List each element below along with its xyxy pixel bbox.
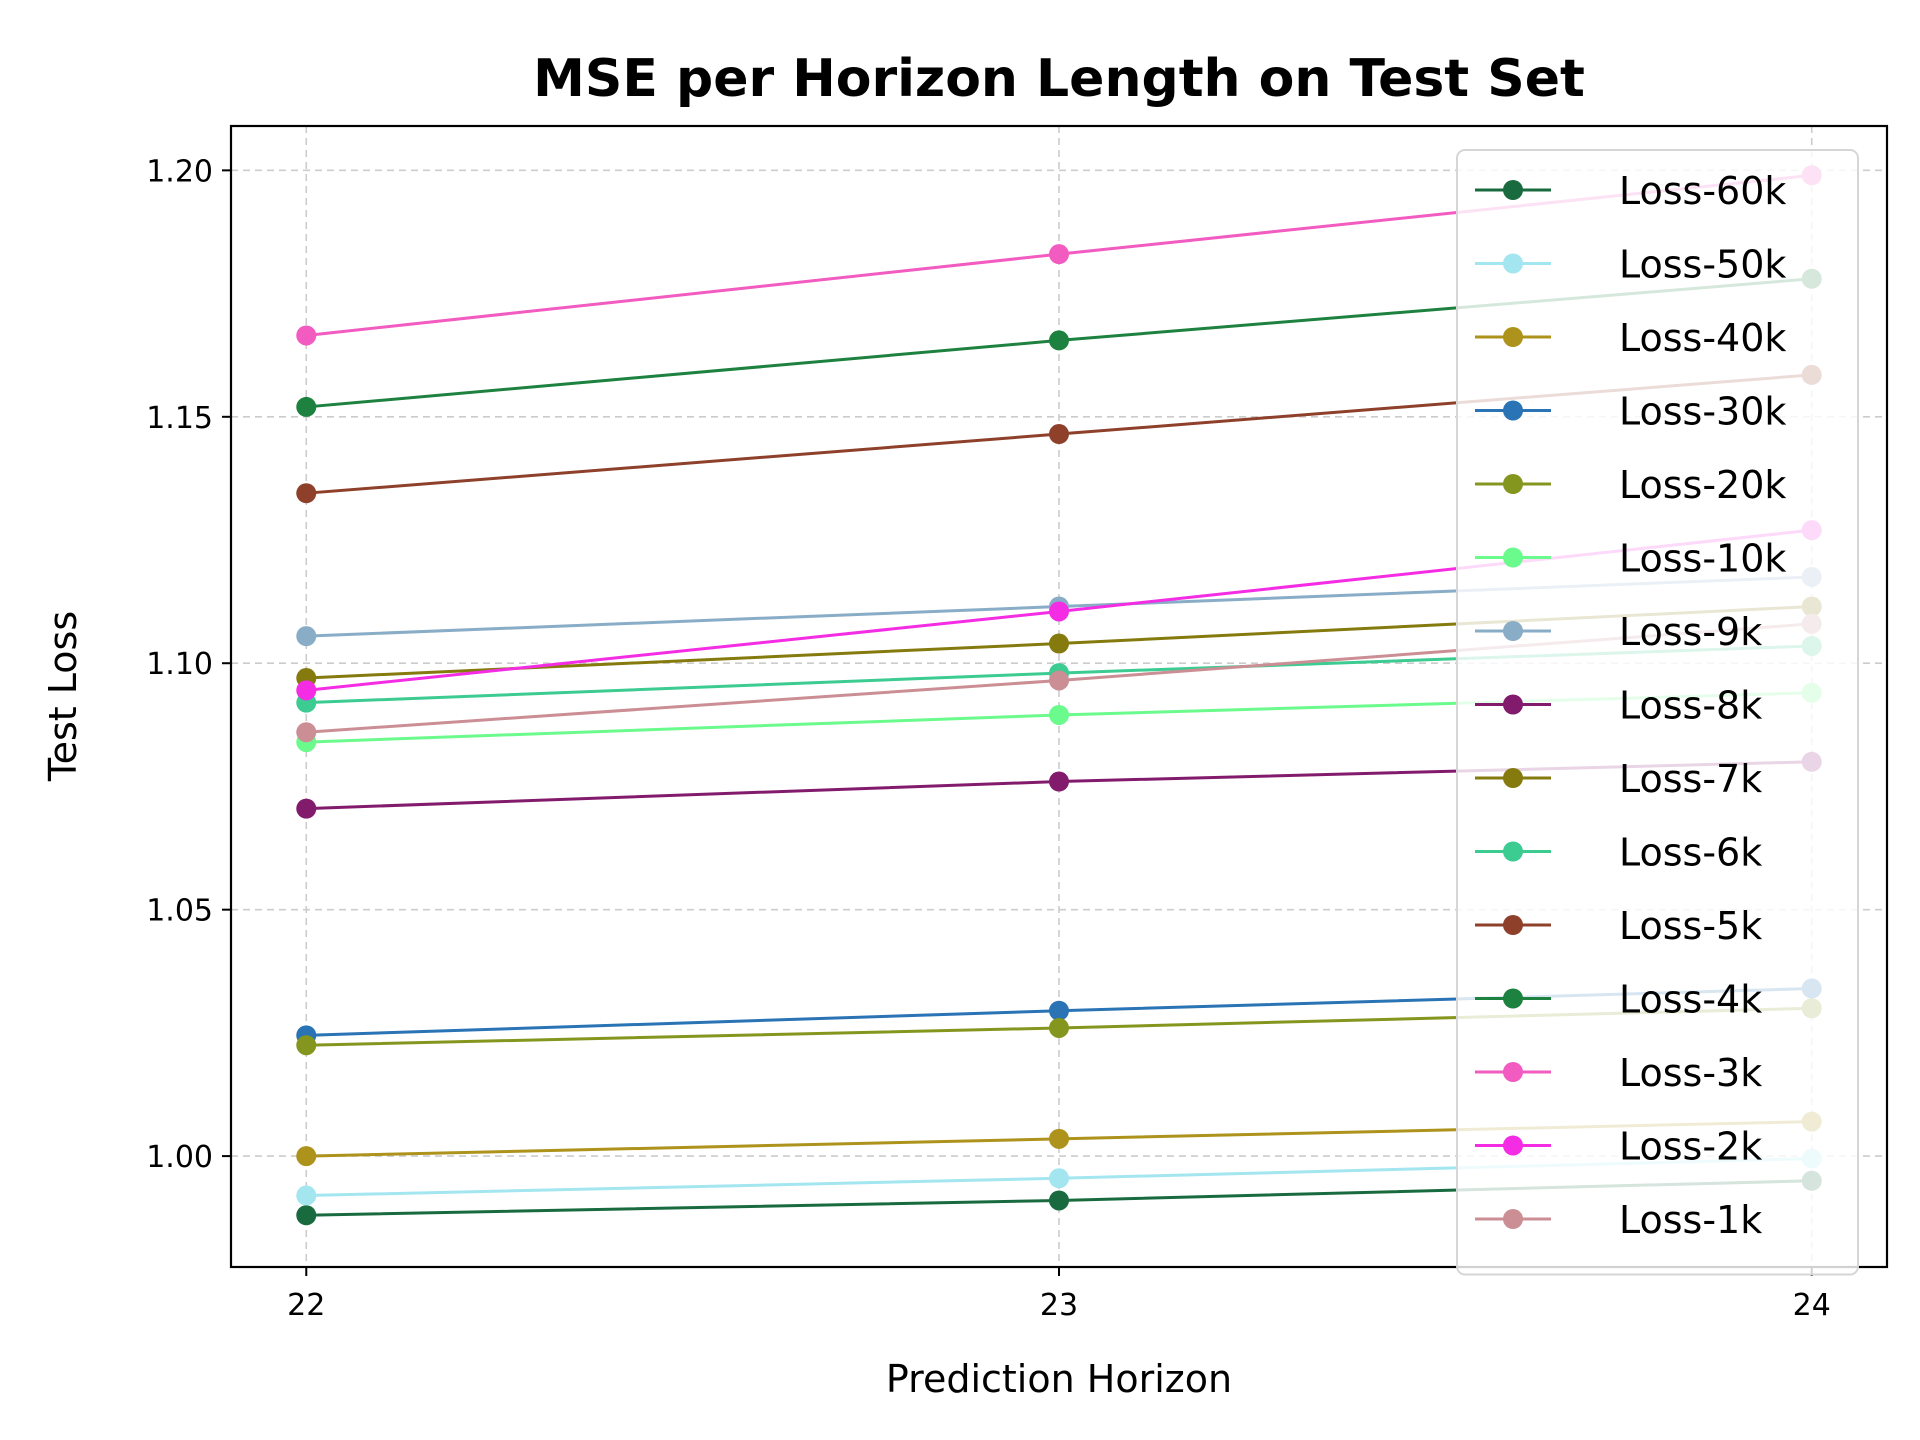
y-tick-label: 1.15 [146, 401, 213, 436]
data-point [296, 483, 317, 504]
data-point [296, 1205, 317, 1226]
data-point [1049, 1017, 1069, 1038]
legend-label: Loss-8k [1619, 684, 1762, 728]
data-point [1049, 601, 1069, 622]
legend-swatch-marker [1503, 1062, 1523, 1082]
data-point [296, 325, 317, 346]
data-point [296, 396, 317, 417]
data-point [296, 1185, 317, 1206]
data-point [1049, 244, 1069, 265]
legend-entry: Loss-30k [1475, 390, 1786, 434]
data-point [296, 798, 317, 819]
data-point [1049, 1000, 1069, 1021]
legend-entry: Loss-8k [1475, 684, 1762, 728]
legend-swatch-marker [1503, 400, 1523, 421]
legend-label: Loss-3k [1619, 1051, 1762, 1095]
legend-entry: Loss-40k [1475, 316, 1786, 360]
legend-entry: Loss-3k [1475, 1051, 1762, 1095]
legend-entry: Loss-7k [1475, 757, 1762, 801]
legend-entry: Loss-10k [1475, 537, 1786, 581]
legend-label: Loss-30k [1619, 390, 1786, 434]
legend-swatch-marker [1503, 915, 1523, 935]
x-tick-label: 24 [1793, 1288, 1831, 1323]
x-tick-label: 23 [1040, 1288, 1078, 1323]
legend-entry: Loss-50k [1475, 243, 1786, 287]
legend-label: Loss-9k [1619, 610, 1762, 654]
legend-box [1456, 149, 1859, 1276]
data-point [1049, 1190, 1069, 1211]
legend-swatch-marker [1503, 621, 1523, 641]
legend-label: Loss-2k [1619, 1125, 1762, 1169]
legend-label: Loss-40k [1619, 316, 1786, 360]
legend-swatch-marker [1503, 327, 1523, 347]
legend-label: Loss-20k [1619, 463, 1786, 507]
data-point [296, 722, 317, 743]
data-point [1049, 1168, 1069, 1189]
legend-entry: Loss-5k [1475, 904, 1762, 948]
legend: Loss-60k Loss-50k Loss-40k Loss-30k Loss-20k… [1456, 149, 1859, 1276]
legend-entry: Loss-60k [1475, 169, 1786, 213]
data-point [1049, 771, 1069, 792]
legend-swatch-marker [1503, 1209, 1523, 1229]
legend-entry: Loss-9k [1475, 610, 1762, 654]
x-axis-label: Prediction Horizon [886, 1357, 1232, 1401]
legend-swatch-marker [1503, 841, 1523, 862]
data-point [1049, 670, 1069, 691]
legend-label: Loss-10k [1619, 537, 1786, 581]
legend-entry: Loss-1k [1475, 1198, 1762, 1242]
legend-swatch-marker [1503, 474, 1523, 494]
legend-entry: Loss-20k [1475, 463, 1786, 507]
legend-label: Loss-7k [1619, 757, 1762, 801]
legend-label: Loss-5k [1619, 904, 1762, 948]
legend-label: Loss-4k [1619, 978, 1762, 1022]
data-point [1049, 1128, 1069, 1149]
data-point [296, 680, 317, 701]
legend-swatch-marker [1503, 1135, 1523, 1156]
data-point [1049, 633, 1069, 654]
data-point [296, 1146, 317, 1167]
legend-swatch-marker [1503, 253, 1523, 274]
legend-entry: Loss-2k [1475, 1125, 1762, 1169]
chart-title: MSE per Horizon Length on Test Set [533, 49, 1585, 109]
data-point [1049, 704, 1069, 725]
y-tick-label: 1.05 [146, 894, 213, 929]
y-axis-label: Test Loss [41, 611, 85, 782]
legend-swatch-marker [1503, 988, 1523, 1009]
data-point [1049, 424, 1069, 445]
data-point [296, 1035, 317, 1056]
legend-swatch-marker [1503, 547, 1523, 568]
y-tick-label: 1.20 [146, 154, 213, 189]
legend-entry: Loss-6k [1475, 831, 1762, 875]
axis-ticks: 22 23 24 1.00 1.05 1.10 1.15 1.20 [146, 154, 1831, 1323]
legend-swatch-marker [1503, 694, 1523, 715]
legend-label: Loss-50k [1619, 243, 1786, 287]
y-tick-label: 1.10 [146, 647, 213, 682]
legend-entry: Loss-4k [1475, 978, 1762, 1022]
legend-swatch-marker [1503, 768, 1523, 788]
x-tick-label: 22 [287, 1288, 325, 1323]
data-point [1049, 330, 1069, 351]
legend-label: Loss-6k [1619, 831, 1762, 875]
y-tick-label: 1.00 [146, 1140, 213, 1175]
legend-swatch-marker [1503, 180, 1523, 200]
legend-label: Loss-1k [1619, 1198, 1762, 1242]
legend-label: Loss-60k [1619, 169, 1786, 213]
data-point [296, 626, 317, 647]
